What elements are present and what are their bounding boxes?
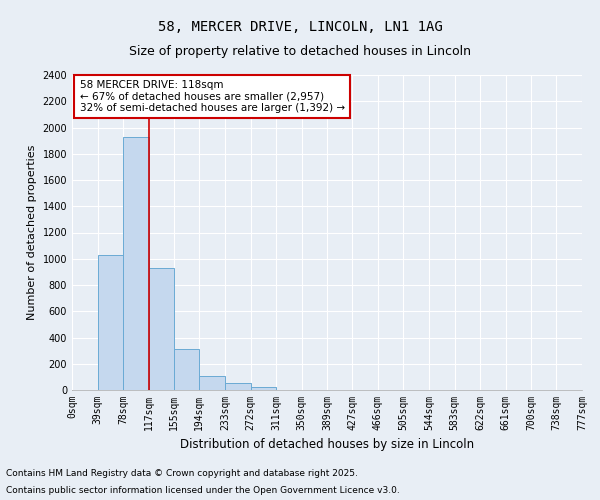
- Y-axis label: Number of detached properties: Number of detached properties: [27, 145, 37, 320]
- Text: Contains public sector information licensed under the Open Government Licence v3: Contains public sector information licen…: [6, 486, 400, 495]
- Bar: [225, 383, 251, 390]
- Bar: [199, 376, 225, 390]
- Text: 58, MERCER DRIVE, LINCOLN, LN1 1AG: 58, MERCER DRIVE, LINCOLN, LN1 1AG: [158, 20, 442, 34]
- Text: Size of property relative to detached houses in Lincoln: Size of property relative to detached ho…: [129, 45, 471, 58]
- Bar: [174, 350, 199, 390]
- Bar: [123, 136, 149, 390]
- Bar: [149, 268, 174, 390]
- Text: 58 MERCER DRIVE: 118sqm
← 67% of detached houses are smaller (2,957)
32% of semi: 58 MERCER DRIVE: 118sqm ← 67% of detache…: [80, 80, 345, 113]
- Bar: [251, 386, 276, 390]
- Bar: [98, 255, 123, 390]
- X-axis label: Distribution of detached houses by size in Lincoln: Distribution of detached houses by size …: [180, 438, 474, 452]
- Text: Contains HM Land Registry data © Crown copyright and database right 2025.: Contains HM Land Registry data © Crown c…: [6, 468, 358, 477]
